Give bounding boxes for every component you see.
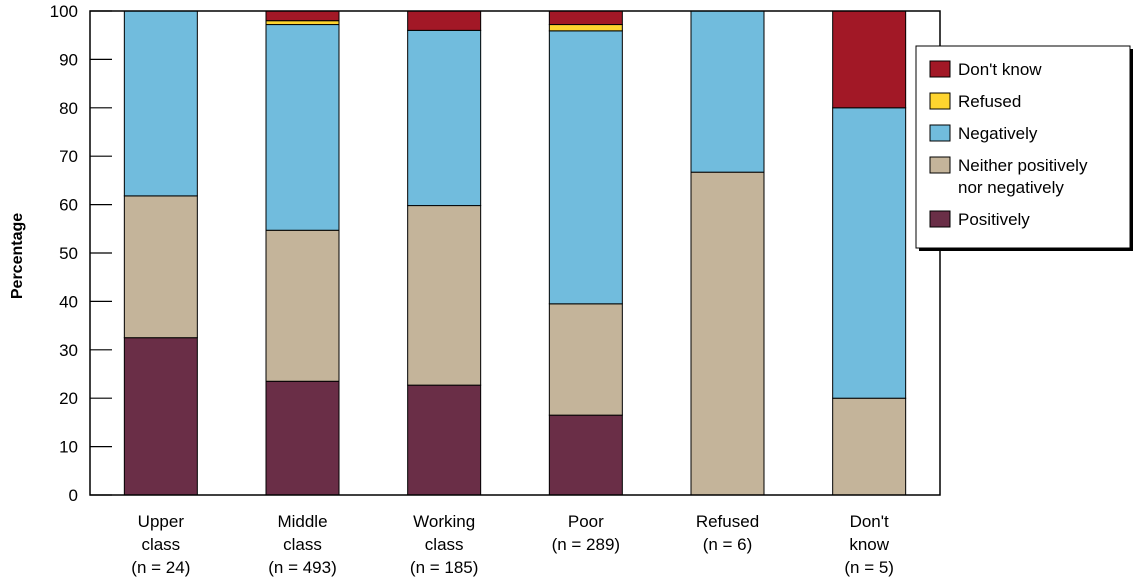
legend-label-neither-positively-nor-negatively: Neither positively nor negatively: [958, 156, 1088, 197]
x-axis-categories: Upper class (n = 24) Middle class (n = 493) Wo…: [131, 512, 894, 577]
bar-segment-neither-positively-nor-negatively-5: [832, 397, 907, 496]
bar-segment-refused-3: [548, 24, 623, 32]
bar-segment-don-t-know-2: [407, 10, 482, 31]
y-tick-label: 10: [59, 438, 78, 457]
bar-segment-neither-positively-nor-negatively-0: [123, 195, 198, 339]
legend-swatch-neither-positively-nor-negatively: [929, 156, 951, 174]
y-axis: 0 10 20 30 40 50 60 70 80 90 100: [50, 2, 112, 505]
y-tick-label: 60: [59, 196, 78, 215]
legend-label-negatively: Negatively: [958, 124, 1038, 143]
bar-segment-negatively-3: [548, 30, 623, 305]
bar-segment-don-t-know-3: [548, 10, 623, 26]
legend-label-positively: Positively: [958, 210, 1030, 229]
legend-swatch-positively: [929, 210, 951, 228]
y-tick-label: 50: [59, 244, 78, 263]
y-tick-label: 100: [50, 2, 78, 21]
legend-label-don-t-know: Don't know: [958, 60, 1042, 79]
bar-segment-neither-positively-nor-negatively-3: [548, 303, 623, 416]
y-axis-label: Percentage: [9, 213, 26, 299]
y-tick-label: 30: [59, 341, 78, 360]
legend-swatch-refused: [929, 92, 951, 110]
y-tick-label: 90: [59, 50, 78, 69]
x-tick-label: Refused (n = 6): [696, 512, 759, 554]
x-tick-label: Upper class (n = 24): [131, 512, 190, 577]
y-tick-label: 70: [59, 147, 78, 166]
x-tick-label: Poor (n = 289): [552, 512, 621, 554]
bar-segment-negatively-1: [265, 24, 340, 231]
bar-segment-positively-2: [407, 384, 482, 496]
y-tick-label: 80: [59, 99, 78, 118]
legend: Don't know Refused Negatively Neither posit…: [915, 45, 1133, 251]
x-tick-label: Don't know (n = 5): [844, 512, 894, 577]
bar-segment-negatively-4: [690, 10, 765, 173]
legend-box: [915, 45, 1131, 249]
legend-label-refused: Refused: [958, 92, 1021, 111]
legend-swatch-don-t-know: [929, 60, 951, 78]
x-tick-label: Working class (n = 185): [410, 512, 479, 577]
bar-segment-don-t-know-5: [832, 10, 907, 109]
bar-segment-negatively-2: [407, 29, 482, 207]
bar-segment-refused-1: [265, 20, 340, 26]
y-tick-label: 0: [69, 486, 78, 505]
bar-segment-positively-1: [265, 380, 340, 496]
bar-segment-positively-0: [123, 337, 198, 496]
legend-swatch-negatively: [929, 124, 951, 142]
bar-segment-negatively-5: [832, 107, 907, 399]
plot-area: [89, 10, 941, 496]
bar-segment-neither-positively-nor-negatively-4: [690, 171, 765, 496]
plot-frame: [89, 10, 941, 496]
y-tick-label: 20: [59, 389, 78, 408]
bar-segment-neither-positively-nor-negatively-2: [407, 205, 482, 386]
bar-segment-don-t-know-1: [265, 10, 340, 22]
bar-segment-positively-3: [548, 414, 623, 496]
bar-segment-negatively-0: [123, 10, 198, 197]
x-tick-label: Middle class (n = 493): [268, 512, 337, 577]
y-tick-label: 40: [59, 292, 78, 311]
bar-segment-neither-positively-nor-negatively-1: [265, 229, 340, 382]
